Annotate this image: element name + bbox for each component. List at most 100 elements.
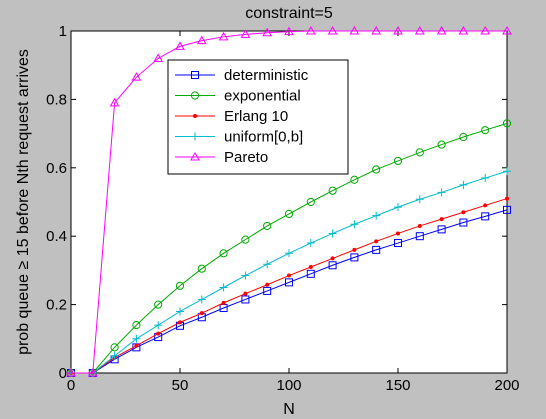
data-point-triangle: [87, 367, 98, 377]
data-point-square: [394, 239, 402, 248]
series-line: [71, 30, 507, 374]
data-point-circle: [190, 91, 200, 100]
data-point-circle: [415, 148, 424, 157]
data-point-circle: [154, 300, 163, 309]
data-point-plus: [459, 180, 468, 189]
x-tick-label: 0: [67, 377, 75, 394]
series-line: [71, 122, 508, 374]
legend-label: Erlang 10: [224, 108, 288, 125]
data-point-circle: [372, 165, 381, 174]
data-point-dot: [461, 210, 466, 215]
data-point-circle: [241, 235, 250, 244]
data-point-dot: [417, 223, 422, 228]
data-point-triangle: [262, 27, 273, 37]
data-point-plus: [191, 132, 199, 141]
x-tick-label: 50: [172, 377, 189, 394]
legend-item: Erlang 10: [175, 108, 288, 125]
data-point-circle: [306, 197, 315, 207]
x-tick-label: 150: [385, 377, 410, 394]
series-line: [71, 209, 508, 374]
data-point-plus: [328, 229, 337, 238]
x-axis-title: N: [283, 401, 295, 418]
legend-label: Pareto: [224, 149, 268, 166]
data-point-dot: [439, 217, 444, 222]
data-point-dot: [352, 247, 357, 252]
data-point-circle: [481, 126, 490, 135]
data-point-plus: [132, 334, 141, 343]
x-tick-label: 200: [494, 377, 519, 394]
data-point-triangle: [458, 25, 469, 35]
data-point-circle: [132, 321, 141, 330]
data-point-square: [503, 205, 511, 214]
data-point-square: [415, 232, 424, 241]
data-point-circle: [284, 209, 294, 219]
data-point-dot: [505, 196, 509, 201]
data-point-circle: [219, 249, 228, 258]
legend-label: exponential: [224, 88, 301, 105]
data-point-circle: [502, 119, 512, 128]
y-tick-label: 0.4: [46, 228, 67, 245]
chart-title: constraint=5: [245, 5, 333, 22]
data-point-triangle: [414, 25, 425, 35]
data-point-triangle: [371, 25, 382, 35]
data-point-plus: [503, 167, 511, 176]
data-point-triangle: [393, 25, 403, 35]
data-point-dot: [221, 300, 226, 305]
data-point-square: [241, 295, 250, 304]
data-point-dot: [178, 320, 182, 325]
data-point-triangle: [66, 367, 76, 377]
data-point-triangle: [305, 25, 316, 35]
data-point-triangle: [480, 25, 491, 35]
data-point-plus: [263, 260, 272, 269]
y-tick-label: 0.8: [46, 91, 67, 108]
x-tick-label: 100: [276, 377, 301, 394]
data-point-dot: [483, 203, 488, 208]
data-point-square: [306, 269, 315, 278]
data-point-square: [481, 212, 490, 221]
data-point-circle: [263, 221, 272, 231]
legend-item: Pareto: [175, 149, 268, 166]
data-point-square: [191, 71, 199, 79]
axis-ticks: 0 50 100 150 200 0 0.2 0.4 0.6 0.8 1: [46, 23, 519, 394]
data-point-dot: [396, 231, 400, 236]
data-point-dot: [308, 264, 313, 269]
data-point-plus: [285, 249, 293, 258]
data-point-square: [350, 253, 359, 262]
data-point-triangle: [190, 151, 200, 161]
data-point-plus: [415, 195, 424, 204]
legend-item: exponential: [175, 88, 301, 105]
data-point-triangle: [349, 25, 360, 35]
data-point-plus: [176, 307, 184, 316]
data-point-square: [372, 245, 381, 254]
legend-label: uniform[0,b]: [224, 129, 303, 146]
y-tick-label: 0.6: [46, 160, 67, 177]
y-axis-title: prob queue ≥ 15 before Nth request arriv…: [15, 49, 32, 355]
data-point-triangle: [218, 31, 229, 41]
data-point-dot: [134, 343, 139, 348]
data-point-circle: [393, 156, 403, 166]
data-point-triangle: [175, 41, 185, 50]
data-point-plus: [372, 211, 381, 220]
data-point-dot: [243, 291, 248, 296]
y-tick-label: 1: [59, 23, 67, 40]
data-point-circle: [350, 175, 359, 184]
data-point-plus: [437, 188, 446, 197]
data-point-plus: [241, 271, 250, 280]
series-layer: [66, 25, 512, 378]
data-point-dot: [156, 331, 161, 336]
data-point-circle: [459, 132, 468, 142]
series-pareto: [66, 25, 512, 377]
data-point-square: [263, 286, 272, 295]
data-point-triangle: [327, 25, 338, 35]
data-point-plus: [350, 220, 359, 229]
data-point-square: [328, 261, 337, 270]
data-point-dot: [199, 311, 204, 316]
data-point-square: [437, 225, 446, 234]
y-tick-label: 0: [59, 365, 67, 382]
data-point-circle: [110, 343, 119, 352]
legend-item: uniform[0,b]: [175, 129, 303, 146]
data-point-dot: [265, 282, 270, 287]
data-point-circle: [197, 264, 206, 273]
data-point-circle: [175, 281, 185, 290]
